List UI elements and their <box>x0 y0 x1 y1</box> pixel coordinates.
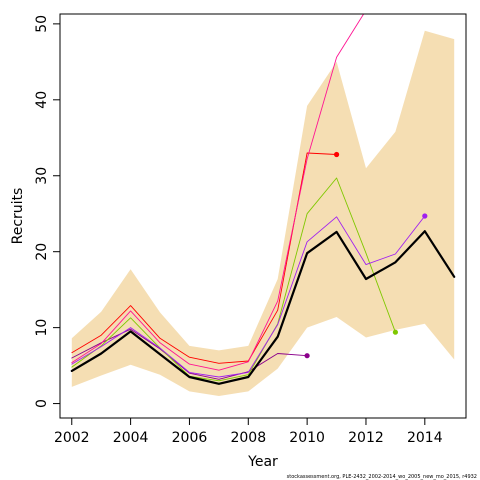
y-axis-title: Recruits <box>10 188 26 245</box>
y-tick-label: 40 <box>34 91 50 109</box>
plot-area <box>70 14 456 396</box>
retro-series-endpoint-5 <box>422 213 428 219</box>
x-tick-label: 2014 <box>407 430 443 446</box>
x-axis-title: Year <box>247 454 278 470</box>
retro-series-endpoint-1 <box>304 353 310 359</box>
retro-series-line-5 <box>71 215 426 378</box>
retro-series-endpoint-2 <box>334 151 340 158</box>
x-tick-label: 2004 <box>113 430 149 446</box>
retro-series-line-1 <box>71 328 308 380</box>
x-tick-label: 2002 <box>54 430 90 446</box>
confidence-band <box>71 30 455 396</box>
x-tick-label: 2006 <box>172 430 208 446</box>
x-tick-label: 2008 <box>230 430 266 446</box>
main-series-line <box>70 230 456 385</box>
x-tick-label: 2010 <box>289 430 325 446</box>
retro-series-line-4 <box>71 177 396 382</box>
y-tick-label: 50 <box>34 15 50 33</box>
y-tick-label: 30 <box>34 167 50 185</box>
y-axis: 0 10 20 30 40 50 <box>34 15 61 408</box>
retro-series-line-3 <box>71 14 365 371</box>
x-tick-label: 2012 <box>348 430 384 446</box>
x-axis: 2002 2004 2006 2008 2010 2012 2014 <box>54 417 443 446</box>
y-tick-label: 0 <box>34 399 50 408</box>
footnote: stockassessment.org, PLE-2432_2002-2014_… <box>287 474 477 480</box>
retro-series-endpoint-4 <box>392 329 398 335</box>
y-tick-label: 20 <box>34 243 50 261</box>
y-tick-label: 10 <box>34 319 50 337</box>
